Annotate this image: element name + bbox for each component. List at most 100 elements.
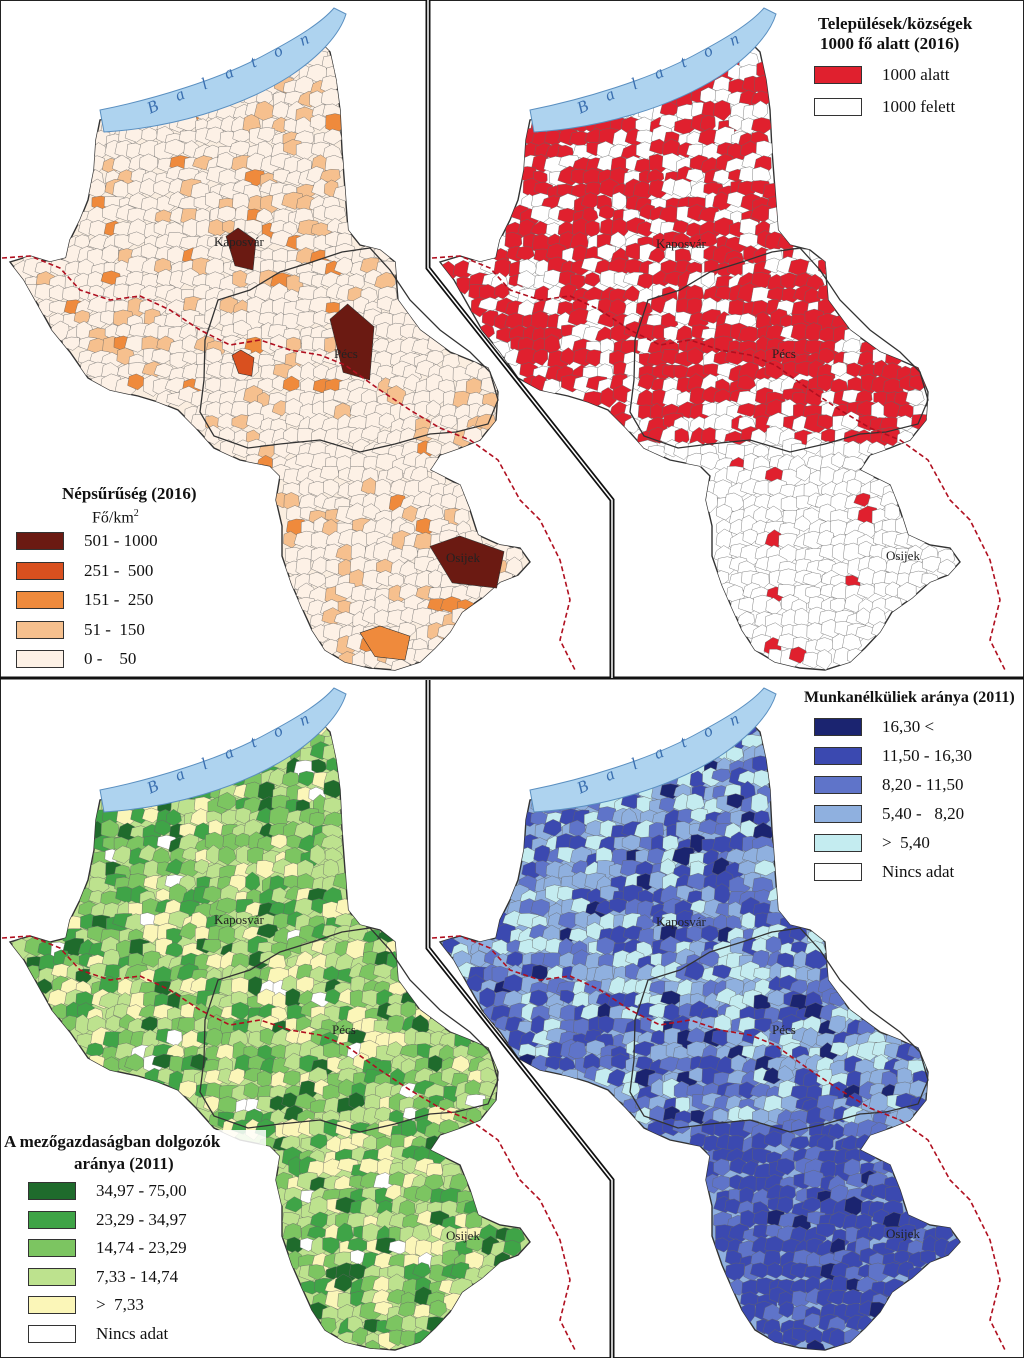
municipality [737, 374, 757, 392]
municipality [255, 208, 274, 224]
legend-density-label: 251 - 500 [84, 560, 154, 580]
legend-density-row: 51 - 150 [16, 619, 236, 641]
legend-small-swatch [814, 66, 862, 84]
legend-agriculture-row: > 7,33 [28, 1296, 248, 1316]
municipality [166, 1029, 183, 1047]
city-label-pecs: Pécs [334, 346, 358, 361]
municipality [323, 858, 340, 880]
legend-agriculture-row: 23,29 - 34,97 [28, 1209, 248, 1231]
legend-density-unit-text: Fő/km [92, 509, 134, 527]
lake-balaton [99, 687, 347, 813]
legend-agriculture-row: 7,33 - 14,74 [28, 1267, 248, 1288]
hotspot-mohacs [231, 349, 255, 377]
legend-small-label: 1000 alatt [882, 65, 950, 84]
legend-unemployment-label: 8,20 - 11,50 [882, 775, 964, 794]
municipality [765, 505, 783, 523]
legend-unemployment-row: > 5,40 [814, 834, 1024, 854]
legend-density-label: 51 - 150 [84, 619, 145, 639]
legend-density-row: 501 - 1000 [16, 532, 236, 552]
city-label-osijek: Osijek [886, 1226, 920, 1241]
county-boundary [629, 247, 929, 453]
legend-unemployment-title: Munkanélküliek aránya (2011) [804, 689, 1015, 706]
hotspot-kaposvar [225, 227, 257, 271]
city-label-kaposvar: Kaposvár [656, 236, 706, 251]
legend-agriculture-label: Nincs adat [96, 1323, 169, 1343]
municipality [320, 834, 343, 851]
municipality [215, 913, 237, 930]
legend-small-row: 1000 alatt [814, 66, 1024, 86]
municipality [322, 1158, 342, 1178]
legend-unemployment-swatch [814, 776, 862, 794]
legend-small-settlements: Települések/községek 1000 fő alatt (2016… [806, 4, 1018, 124]
legend-agriculture-swatch [28, 1267, 76, 1286]
legend-unemployment-swatch [814, 805, 862, 823]
municipality-mosaic [11, 42, 524, 670]
legend-unemployment-label: 16,30 < [882, 717, 935, 736]
legend-small-title-line2: 1000 fő alatt (2016) [820, 34, 960, 53]
municipality [401, 1118, 417, 1140]
municipality [374, 271, 396, 291]
municipality [282, 375, 300, 393]
legend-agriculture-label: 23,29 - 34,97 [96, 1209, 187, 1229]
legend-unemployment-row: 5,40 - 8,20 [814, 805, 1024, 825]
municipality [399, 560, 418, 578]
legend-agriculture-title-line2: aránya (2011) [74, 1154, 174, 1173]
lake-balaton [99, 7, 347, 133]
legend-density-unit: Fő/km2 [92, 504, 139, 528]
legend-agriculture-row: Nincs adat [28, 1323, 248, 1345]
legend-agriculture-label: 14,74 - 23,29 [96, 1238, 187, 1257]
legend-unemployment-label: 5,40 - 8,20 [882, 804, 965, 823]
legend-agriculture-swatch [28, 1239, 76, 1257]
municipality [280, 1135, 301, 1152]
municipality [685, 168, 705, 183]
legend-unemployment-swatch [814, 834, 862, 852]
municipality [816, 649, 832, 670]
legend-small-label: 1000 felett [882, 97, 956, 116]
legend-density-swatch [16, 650, 64, 668]
municipality [699, 114, 716, 134]
legend-density-label: 151 - 250 [84, 590, 154, 609]
municipality [687, 347, 704, 366]
municipality [646, 445, 667, 462]
legend-density-label: 501 - 1000 [84, 531, 158, 550]
city-label-pecs: Pécs [332, 1022, 356, 1037]
municipality [750, 792, 769, 815]
legend-density-unit-sup: 2 [133, 508, 139, 519]
municipality [324, 204, 347, 222]
municipality [228, 1068, 245, 1086]
municipality [751, 100, 768, 120]
legend-small-row: 1000 felett [814, 98, 1024, 118]
legend-agriculture-swatch [28, 1182, 76, 1200]
municipality [324, 847, 344, 863]
legend-density-swatch [16, 620, 64, 639]
municipality [322, 1237, 340, 1255]
municipality [828, 1015, 847, 1035]
legend-density-row: 151 - 250 [16, 591, 236, 611]
legend-agriculture-swatch [28, 1210, 76, 1229]
legend-unemployment-swatch [814, 718, 862, 736]
legend-agriculture-swatch [28, 1324, 76, 1343]
legend-unemployment-row: 16,30 < [814, 718, 1024, 738]
legend-small-title-line1: Települések/községek [818, 14, 973, 33]
legend-unemployment-swatch [814, 863, 862, 881]
municipality [741, 734, 763, 749]
legend-agriculture-label: > 7,33 [96, 1295, 144, 1314]
legend-unemployment-row: Nincs adat [814, 863, 1024, 883]
legend-unemployment: Munkanélküliek aránya (2011) 16,30 < 11,5… [804, 688, 1022, 894]
municipality [796, 495, 812, 513]
municipality [753, 810, 770, 828]
municipality [905, 389, 925, 407]
legend-unemployment-label: Nincs adat [882, 862, 955, 881]
municipality [295, 557, 312, 578]
legend-density: Népsűrűség (2016) Fő/km2 501 - 1000 251 -… [12, 482, 262, 672]
legend-density-swatch [16, 561, 64, 580]
map-panel-density [1, 7, 576, 671]
legend-unemployment-label: > 5,40 [882, 833, 930, 852]
municipality [907, 1266, 928, 1285]
legend-unemployment-label: 11,50 - 16,30 [882, 746, 973, 765]
legend-agriculture-title-line1: A mezőgazdaságban dolgozók [4, 1132, 221, 1151]
legend-unemployment-row: 11,50 - 16,30 [814, 747, 1024, 767]
legend-density-swatch [16, 532, 64, 550]
city-label-kaposvar: Kaposvár [656, 914, 706, 929]
legend-small-swatch [814, 98, 862, 116]
